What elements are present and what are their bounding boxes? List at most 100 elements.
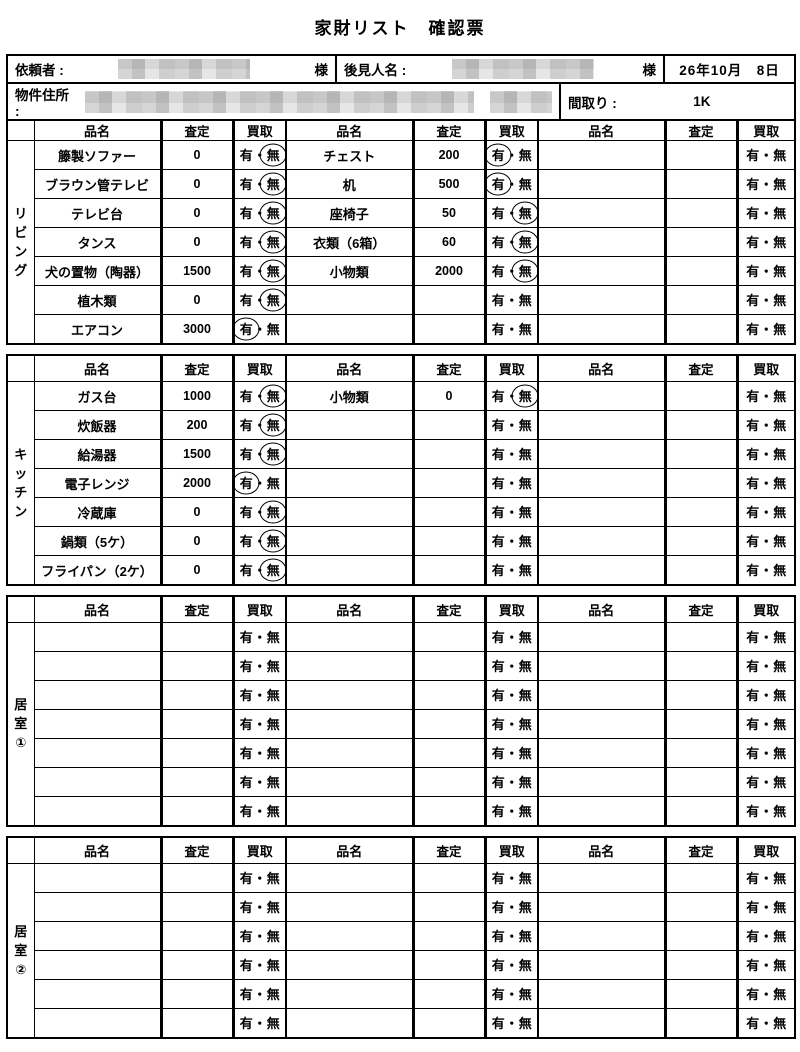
appraisal-value-cell — [411, 950, 487, 980]
purchase-yes: 有 — [239, 234, 253, 250]
purchase-cell: 有・無 — [736, 410, 796, 440]
col-header-item: 品名 — [537, 595, 666, 623]
appraisal-value-cell: 200 — [411, 140, 487, 170]
appraisal-value-cell: 0 — [159, 198, 235, 228]
purchase-separator: ・ — [759, 957, 773, 973]
purchase-yes: 有 — [491, 716, 505, 732]
purchase-yes: 有 — [746, 658, 760, 674]
guardian-honorific: 様 — [642, 63, 657, 78]
purchase-cell: 有・無 — [736, 314, 796, 345]
item-name-cell — [285, 314, 414, 345]
purchase-no-circled: 無 — [266, 290, 280, 311]
purchase-yes-circled: 有 — [491, 174, 505, 195]
item-name-cell: 机 — [285, 169, 414, 199]
purchase-no: 無 — [518, 504, 532, 520]
appraisal-value-cell — [663, 622, 739, 652]
purchase-cell: 有・無 — [484, 198, 539, 228]
appraisal-value-cell — [663, 555, 739, 586]
section-vertical-label: 居室 ① — [8, 697, 33, 751]
item-name-cell — [33, 1008, 162, 1039]
purchase-yes: 有 — [491, 986, 505, 1002]
appraisal-value-cell: 60 — [411, 227, 487, 257]
section-label-cell: リビング — [6, 140, 35, 345]
item-name-cell — [537, 1008, 666, 1039]
purchase-cell: 有・無 — [736, 709, 796, 739]
appraisal-value-cell: 3000 — [159, 314, 235, 345]
purchase-no: 無 — [266, 1015, 280, 1031]
appraisal-value-cell — [663, 651, 739, 681]
purchase-cell: 有・無 — [232, 651, 287, 681]
purchase-no-circled: 無 — [266, 261, 280, 282]
section-label-cell: 居室 ① — [6, 622, 35, 827]
item-name-cell — [537, 468, 666, 498]
purchase-cell: 有・無 — [232, 256, 287, 286]
client-cell: 依頼者 : 様 — [6, 54, 337, 84]
purchase-separator: ・ — [253, 928, 267, 944]
purchase-yes: 有 — [239, 870, 253, 886]
purchase-separator: ・ — [253, 899, 267, 915]
item-name-cell — [537, 651, 666, 681]
purchase-no: 無 — [266, 803, 280, 819]
appraisal-value-cell — [159, 950, 235, 980]
appraisal-value-cell: 1500 — [159, 256, 235, 286]
purchase-separator: ・ — [505, 1015, 519, 1031]
purchase-no: 無 — [518, 562, 532, 578]
purchase-yes: 有 — [746, 803, 760, 819]
purchase-separator: ・ — [505, 774, 519, 790]
item-name-cell — [33, 796, 162, 827]
purchase-cell: 有・無 — [736, 439, 796, 469]
appraisal-value-cell — [411, 738, 487, 768]
table-row: 電子レンジ 2000 有・無 有・無 有・無 — [7, 468, 796, 498]
purchase-no: 無 — [773, 870, 787, 886]
appraisal-value-cell — [411, 680, 487, 710]
purchase-separator: ・ — [253, 870, 267, 886]
appraisal-value-cell — [411, 709, 487, 739]
purchase-yes: 有 — [239, 504, 253, 520]
purchase-yes: 有 — [746, 870, 760, 886]
col-header-appraisal: 査定 — [663, 119, 739, 141]
purchase-no: 無 — [773, 687, 787, 703]
address-redacted — [85, 90, 475, 113]
purchase-yes: 有 — [491, 1015, 505, 1031]
col-header-item: 品名 — [537, 354, 666, 382]
purchase-separator: ・ — [505, 562, 519, 578]
appraisal-value-cell — [159, 892, 235, 922]
appraisal-value-cell — [663, 140, 739, 170]
purchase-cell: 有・無 — [232, 863, 287, 893]
purchase-yes: 有 — [491, 321, 505, 337]
item-name-cell — [537, 314, 666, 345]
purchase-yes: 有 — [239, 417, 253, 433]
purchase-yes: 有 — [491, 745, 505, 761]
table-row: 鍋類（5ケ） 0 有・無 有・無 有・無 — [7, 526, 796, 556]
address-redacted-2 — [490, 90, 552, 113]
section-label-cell: キッチン — [6, 381, 35, 586]
col-header-appraisal: 査定 — [159, 595, 235, 623]
appraisal-value-cell — [663, 439, 739, 469]
purchase-no: 無 — [518, 658, 532, 674]
item-name-cell — [33, 651, 162, 681]
purchase-cell: 有・無 — [736, 767, 796, 797]
appraisal-value-cell — [411, 622, 487, 652]
purchase-cell: 有・無 — [736, 256, 796, 286]
purchase-separator: ・ — [505, 629, 519, 645]
purchase-no-circled: 無 — [266, 386, 280, 407]
purchase-no: 無 — [518, 957, 532, 973]
purchase-yes: 有 — [491, 533, 505, 549]
purchase-no-circled: 無 — [266, 531, 280, 552]
col-header-appraisal: 査定 — [411, 354, 487, 382]
purchase-no: 無 — [773, 658, 787, 674]
section-label-char: 居 — [14, 923, 28, 939]
purchase-no: 無 — [518, 774, 532, 790]
purchase-no: 無 — [773, 533, 787, 549]
purchase-cell: 有・無 — [736, 526, 796, 556]
appraisal-value-cell — [159, 767, 235, 797]
section-label-char: チ — [14, 484, 28, 500]
purchase-cell: 有・無 — [484, 622, 539, 652]
purchase-yes: 有 — [746, 504, 760, 520]
purchase-cell: 有・無 — [232, 140, 287, 170]
appraisal-value-cell — [411, 863, 487, 893]
table-row: 居室 ② 有・無 有・無 有・無 — [6, 863, 796, 1039]
purchase-separator: ・ — [505, 745, 519, 761]
col-header-appraisal: 査定 — [411, 595, 487, 623]
purchase-cell: 有・無 — [232, 709, 287, 739]
